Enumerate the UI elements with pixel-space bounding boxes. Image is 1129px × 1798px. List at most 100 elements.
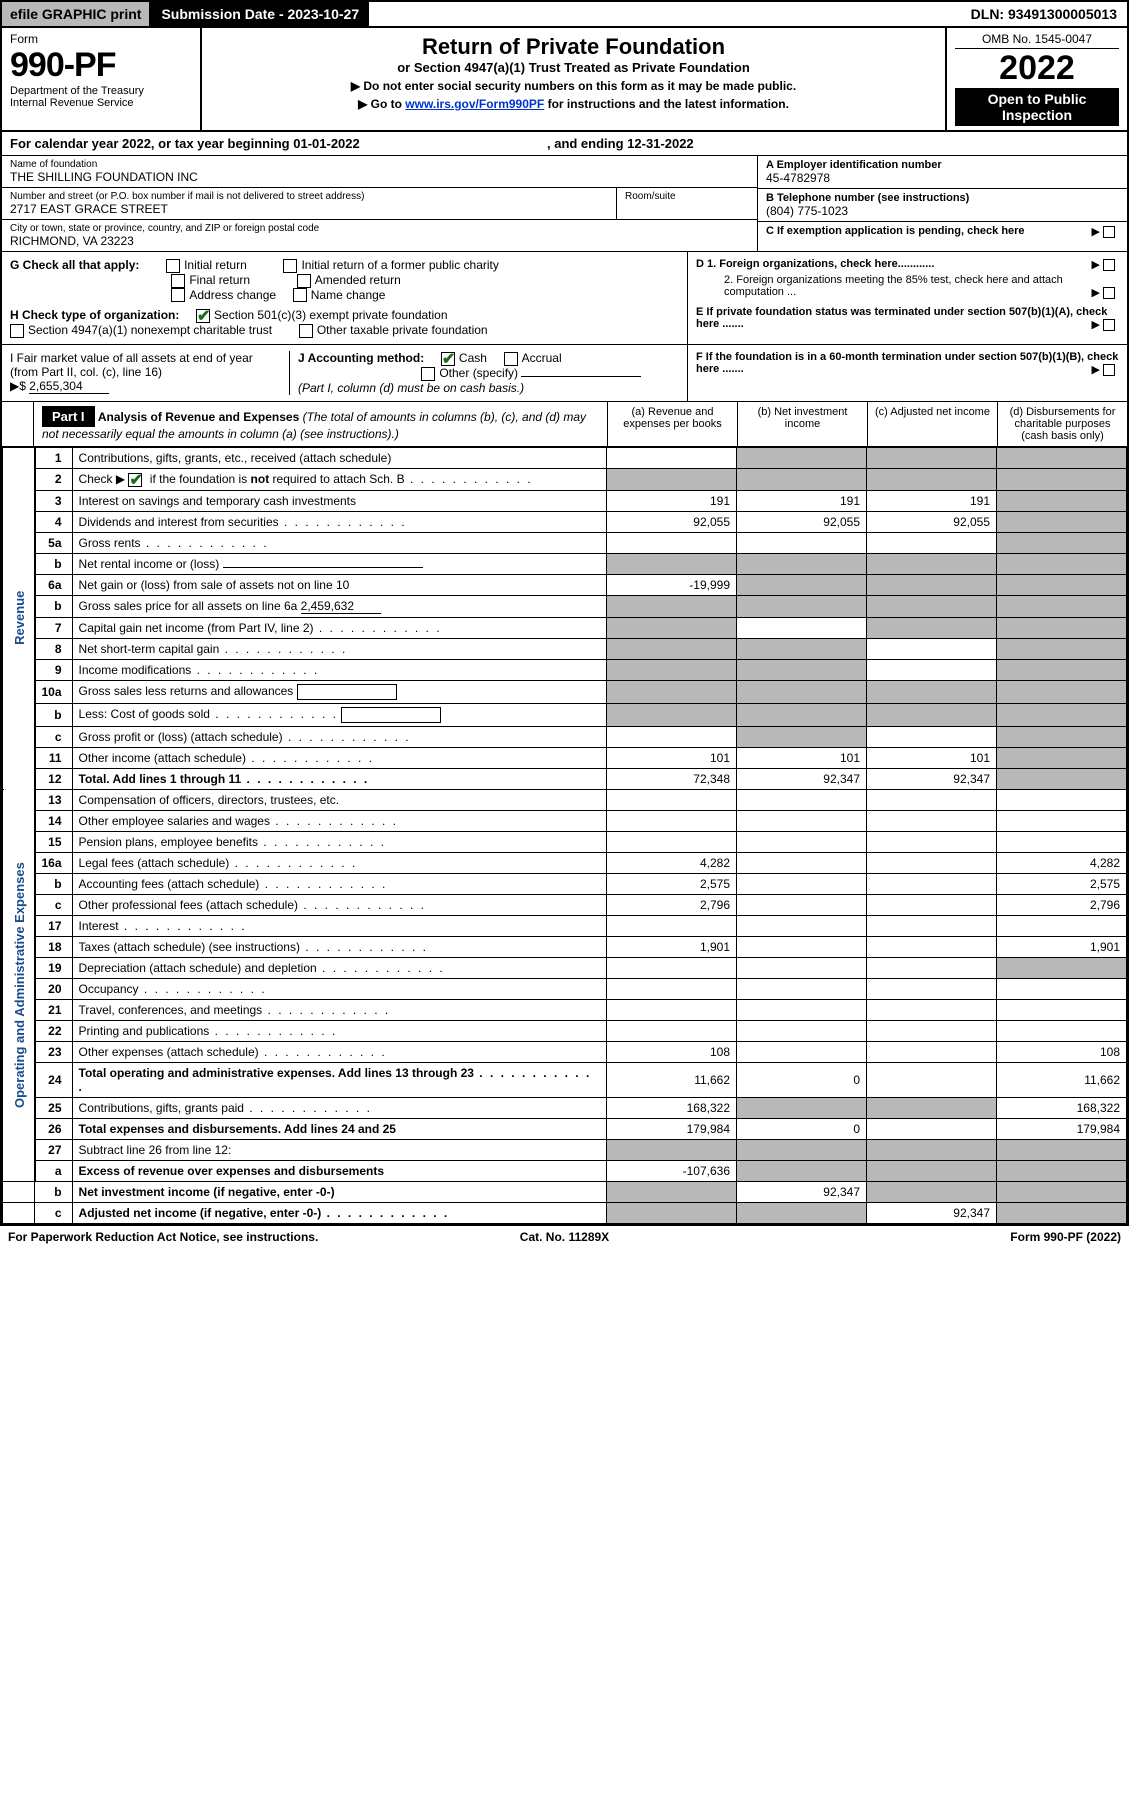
irs-link[interactable]: www.irs.gov/Form990PF bbox=[405, 97, 544, 111]
f-cell: F If the foundation is in a 60-month ter… bbox=[687, 345, 1127, 401]
row-19: 19Depreciation (attach schedule) and dep… bbox=[3, 957, 1127, 978]
col-d-header: (d) Disbursements for charitable purpose… bbox=[997, 402, 1127, 446]
d2-row: 2. Foreign organizations meeting the 85%… bbox=[696, 274, 1119, 298]
irs-label: Internal Revenue Service bbox=[10, 97, 192, 109]
address-change-checkbox[interactable] bbox=[171, 288, 185, 302]
row-9: 9Income modifications bbox=[3, 659, 1127, 680]
section-i-j-f-row: I Fair market value of all assets at end… bbox=[2, 345, 1127, 402]
omb-number: OMB No. 1545-0047 bbox=[955, 32, 1119, 49]
instruction-line-2: ▶ Go to www.irs.gov/Form990PF for instru… bbox=[210, 97, 937, 111]
row-27b: bNet investment income (if negative, ent… bbox=[3, 1181, 1127, 1202]
part-1-table: Revenue 1Contributions, gifts, grants, e… bbox=[2, 447, 1127, 1224]
accrual-checkbox[interactable] bbox=[504, 352, 518, 366]
g-check-row: G Check all that apply: Initial return I… bbox=[10, 258, 679, 302]
form-number: 990-PF bbox=[10, 46, 192, 85]
initial-former-checkbox[interactable] bbox=[283, 259, 297, 273]
amended-return-checkbox[interactable] bbox=[297, 274, 311, 288]
street-address: 2717 EAST GRACE STREET bbox=[10, 202, 608, 216]
row-8: 8Net short-term capital gain bbox=[3, 638, 1127, 659]
row-26: 26Total expenses and disbursements. Add … bbox=[3, 1118, 1127, 1139]
entity-info-row: Name of foundation THE SHILLING FOUNDATI… bbox=[2, 156, 1127, 252]
top-bar: efile GRAPHIC print Submission Date - 20… bbox=[2, 2, 1127, 28]
e-checkbox[interactable] bbox=[1103, 319, 1115, 331]
row-10c: cGross profit or (loss) (attach schedule… bbox=[3, 726, 1127, 747]
sch-b-checkbox[interactable] bbox=[128, 473, 142, 487]
row-27c: cAdjusted net income (if negative, enter… bbox=[3, 1202, 1127, 1223]
final-return-checkbox[interactable] bbox=[171, 274, 185, 288]
phone-value: (804) 775-1023 bbox=[766, 204, 1119, 218]
col-c-header: (c) Adjusted net income bbox=[867, 402, 997, 446]
instruction-line-1: ▶ Do not enter social security numbers o… bbox=[210, 79, 937, 93]
d2-checkbox[interactable] bbox=[1103, 287, 1115, 299]
d1-checkbox[interactable] bbox=[1103, 259, 1115, 271]
row-25: 25Contributions, gifts, grants paid168,3… bbox=[3, 1097, 1127, 1118]
other-method-checkbox[interactable] bbox=[421, 367, 435, 381]
dept-treasury: Department of the Treasury bbox=[10, 85, 192, 97]
exemption-pending-cell: C If exemption application is pending, c… bbox=[758, 222, 1127, 240]
initial-return-checkbox[interactable] bbox=[166, 259, 180, 273]
row-2: 2Check ▶ if the foundation is not requir… bbox=[3, 468, 1127, 490]
header-row: Form 990-PF Department of the Treasury I… bbox=[2, 28, 1127, 132]
4947-checkbox[interactable] bbox=[10, 324, 24, 338]
exemption-checkbox[interactable] bbox=[1103, 226, 1115, 238]
name-change-checkbox[interactable] bbox=[293, 288, 307, 302]
row-10b: bLess: Cost of goods sold bbox=[3, 703, 1127, 726]
form-title: Return of Private Foundation bbox=[210, 34, 937, 60]
501c3-checkbox[interactable] bbox=[196, 309, 210, 323]
j-cell: J Accounting method: Cash Accrual Other … bbox=[290, 351, 679, 395]
header-center: Return of Private Foundation or Section … bbox=[202, 28, 947, 130]
page-footer: For Paperwork Reduction Act Notice, see … bbox=[0, 1226, 1129, 1248]
row-24: 24Total operating and administrative exp… bbox=[3, 1062, 1127, 1097]
row-27a: aExcess of revenue over expenses and dis… bbox=[3, 1160, 1127, 1181]
header-left: Form 990-PF Department of the Treasury I… bbox=[2, 28, 202, 130]
row-15: 15Pension plans, employee benefits bbox=[3, 831, 1127, 852]
row-17: 17Interest bbox=[3, 915, 1127, 936]
form-label: Form bbox=[10, 32, 192, 46]
row-12: 12Total. Add lines 1 through 11 72,34892… bbox=[3, 768, 1127, 789]
col-b-header: (b) Net investment income bbox=[737, 402, 867, 446]
phone-cell: B Telephone number (see instructions) (8… bbox=[758, 189, 1127, 222]
row-5b: bNet rental income or (loss) bbox=[3, 553, 1127, 574]
address-cell: Number and street (or P.O. box number if… bbox=[2, 188, 617, 219]
form-subtitle: or Section 4947(a)(1) Trust Treated as P… bbox=[210, 60, 937, 75]
expenses-side-label: Operating and Administrative Expenses bbox=[3, 789, 35, 1181]
header-right: OMB No. 1545-0047 2022 Open to Public In… bbox=[947, 28, 1127, 130]
paperwork-notice: For Paperwork Reduction Act Notice, see … bbox=[8, 1230, 379, 1244]
efile-label: efile GRAPHIC print bbox=[2, 2, 151, 26]
tax-year: 2022 bbox=[955, 49, 1119, 88]
foundation-name: THE SHILLING FOUNDATION INC bbox=[10, 170, 749, 184]
e-row: E If private foundation status was termi… bbox=[696, 306, 1119, 330]
part-1-label: Part I bbox=[42, 406, 95, 427]
calendar-year-row: For calendar year 2022, or tax year begi… bbox=[2, 132, 1127, 156]
row-16b: bAccounting fees (attach schedule)2,5752… bbox=[3, 873, 1127, 894]
row-3: 3Interest on savings and temporary cash … bbox=[3, 490, 1127, 511]
row-16c: cOther professional fees (attach schedul… bbox=[3, 894, 1127, 915]
row-11: 11Other income (attach schedule) 1011011… bbox=[3, 747, 1127, 768]
row-22: 22Printing and publications bbox=[3, 1020, 1127, 1041]
row-13: Operating and Administrative Expenses 13… bbox=[3, 789, 1127, 810]
row-20: 20Occupancy bbox=[3, 978, 1127, 999]
row-4: 4Dividends and interest from securities … bbox=[3, 511, 1127, 532]
foundation-name-cell: Name of foundation THE SHILLING FOUNDATI… bbox=[2, 156, 757, 188]
row-16a: 16aLegal fees (attach schedule)4,2824,28… bbox=[3, 852, 1127, 873]
row-5a: 5aGross rents bbox=[3, 532, 1127, 553]
row-27: 27Subtract line 26 from line 12: bbox=[3, 1139, 1127, 1160]
cash-checkbox[interactable] bbox=[441, 352, 455, 366]
ein-value: 45-4782978 bbox=[766, 171, 1119, 185]
city-cell: City or town, state or province, country… bbox=[2, 220, 757, 251]
dln: DLN: 93491300005013 bbox=[961, 2, 1127, 26]
d1-row: D 1. Foreign organizations, check here..… bbox=[696, 258, 1119, 270]
revenue-side-label: Revenue bbox=[3, 447, 35, 789]
row-1: Revenue 1Contributions, gifts, grants, e… bbox=[3, 447, 1127, 468]
h-check-row: H Check type of organization: Section 50… bbox=[10, 308, 679, 338]
i-cell: I Fair market value of all assets at end… bbox=[10, 351, 290, 395]
ein-cell: A Employer identification number 45-4782… bbox=[758, 156, 1127, 189]
row-6b: bGross sales price for all assets on lin… bbox=[3, 595, 1127, 617]
row-6a: 6aNet gain or (loss) from sale of assets… bbox=[3, 574, 1127, 595]
f-checkbox[interactable] bbox=[1103, 364, 1115, 376]
section-g-h-row: G Check all that apply: Initial return I… bbox=[2, 252, 1127, 345]
other-taxable-checkbox[interactable] bbox=[299, 324, 313, 338]
row-23: 23Other expenses (attach schedule)108108 bbox=[3, 1041, 1127, 1062]
row-14: 14Other employee salaries and wages bbox=[3, 810, 1127, 831]
row-21: 21Travel, conferences, and meetings bbox=[3, 999, 1127, 1020]
